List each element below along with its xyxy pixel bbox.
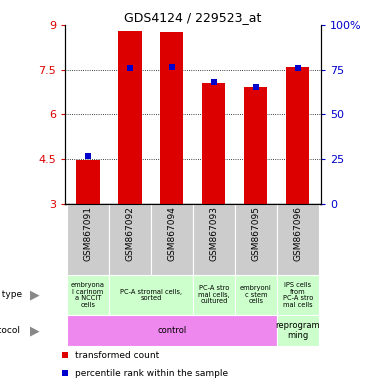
- Text: reprogram
ming: reprogram ming: [276, 321, 320, 340]
- Text: protocol: protocol: [0, 326, 20, 335]
- Bar: [109, 204, 151, 275]
- Text: transformed count: transformed count: [75, 351, 160, 360]
- Text: PC-A stro
mal cells,
cultured: PC-A stro mal cells, cultured: [198, 285, 230, 304]
- Bar: [193, 204, 235, 275]
- Bar: [76, 161, 99, 204]
- Text: GSM867091: GSM867091: [83, 206, 92, 261]
- Text: ▶: ▶: [30, 288, 39, 301]
- Bar: [67, 204, 109, 275]
- Bar: [277, 275, 319, 314]
- Bar: [67, 314, 277, 346]
- Bar: [109, 275, 193, 314]
- Bar: [118, 31, 141, 204]
- Text: control: control: [157, 326, 187, 335]
- Text: iPS cells
from
PC-A stro
mal cells: iPS cells from PC-A stro mal cells: [283, 282, 313, 308]
- Bar: [286, 67, 309, 204]
- Text: percentile rank within the sample: percentile rank within the sample: [75, 369, 228, 377]
- Bar: [67, 275, 109, 314]
- Text: GSM867095: GSM867095: [252, 206, 260, 261]
- Bar: [235, 204, 277, 275]
- Text: cell type: cell type: [0, 290, 22, 299]
- Bar: [235, 275, 277, 314]
- Text: GSM867092: GSM867092: [125, 206, 134, 260]
- Text: embryoni
c stem
cells: embryoni c stem cells: [240, 285, 272, 304]
- Bar: [277, 204, 319, 275]
- Text: GSM867093: GSM867093: [209, 206, 219, 261]
- Text: ▶: ▶: [30, 324, 39, 337]
- Bar: [193, 275, 235, 314]
- Bar: [151, 204, 193, 275]
- Bar: [277, 314, 319, 346]
- Text: GSM867096: GSM867096: [293, 206, 302, 261]
- Title: GDS4124 / 229523_at: GDS4124 / 229523_at: [124, 11, 262, 24]
- Bar: [160, 32, 184, 204]
- Bar: [202, 83, 226, 204]
- Text: embryona
l carinom
a NCCIT
cells: embryona l carinom a NCCIT cells: [71, 282, 105, 308]
- Bar: [244, 88, 267, 204]
- Text: PC-A stromal cells,
sorted: PC-A stromal cells, sorted: [120, 288, 182, 301]
- Text: GSM867094: GSM867094: [167, 206, 177, 260]
